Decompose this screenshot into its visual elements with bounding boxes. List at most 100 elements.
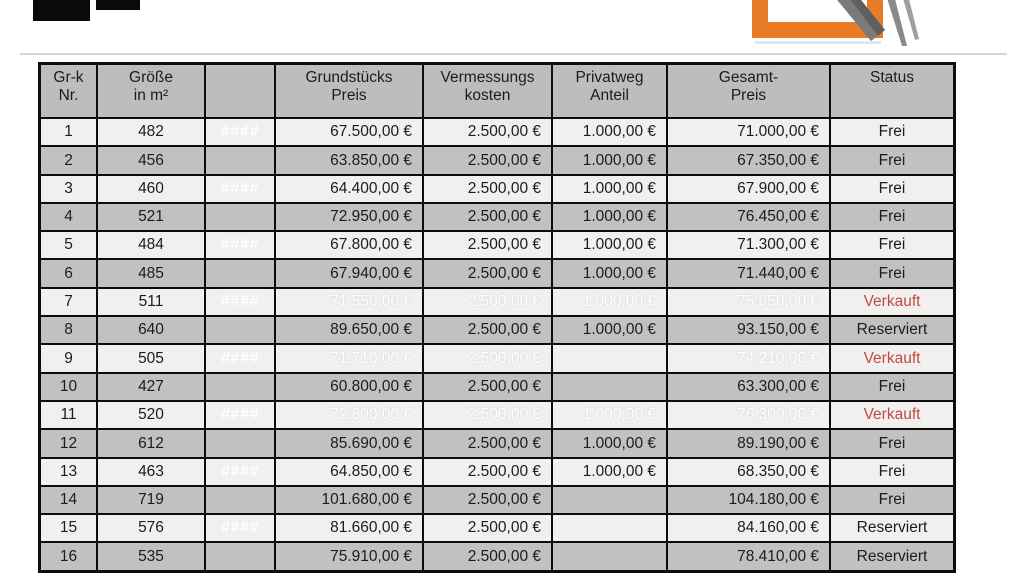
cell-plot-number: 9	[41, 345, 96, 372]
cell-hidden-overflow	[206, 486, 274, 514]
cell-surveying-cost: 2.500,00 €	[424, 515, 551, 542]
cell-total-price: 75.050,00 €	[668, 288, 829, 316]
cell-private-road-share	[553, 345, 666, 372]
cell-total-price: 93.150,00 €	[668, 317, 829, 344]
cell-size-m2: 482	[98, 119, 204, 146]
cell-surveying-cost: 2.500,00 €	[424, 203, 551, 231]
cell-hidden-overflow	[206, 147, 274, 174]
cell-hidden-overflow: ####	[206, 175, 274, 202]
header-privatweg-anteil: Privatweg Anteil	[553, 65, 666, 117]
cell-status: Frei	[831, 203, 953, 231]
cell-surveying-cost: 2.500,00 €	[424, 486, 551, 514]
cell-size-m2: 463	[98, 458, 204, 485]
cell-size-m2: 640	[98, 317, 204, 344]
cell-surveying-cost: 2.500,00 €	[424, 345, 551, 372]
table-row: 11 520 #### 72.800,00 € 2.500,00 € 1.000…	[41, 401, 953, 429]
table-row: 4 521 72.950,00 € 2.500,00 € 1.000,00 € …	[41, 203, 953, 231]
cell-plot-price: 89.650,00 €	[276, 317, 422, 344]
cell-plot-price: 64.850,00 €	[276, 458, 422, 485]
header-line: Anteil	[590, 86, 629, 104]
cell-private-road-share: 1.000,00 €	[553, 119, 666, 146]
table-row: 10 427 60.800,00 € 2.500,00 € 63.300,00 …	[41, 373, 953, 400]
table-row: 1 482 #### 67.500,00 € 2.500,00 € 1.000,…	[41, 119, 953, 146]
cell-hidden-overflow	[206, 203, 274, 231]
surveyor-logo-icon	[752, 0, 919, 46]
cell-status: Frei	[831, 147, 953, 174]
cell-surveying-cost: 2.500,00 €	[424, 119, 551, 146]
cell-private-road-share: 1.000,00 €	[553, 288, 666, 316]
cell-total-price: 71.440,00 €	[668, 260, 829, 287]
cell-hidden-overflow: ####	[206, 458, 274, 485]
cell-size-m2: 484	[98, 232, 204, 259]
cell-surveying-cost: 2.500,00 €	[424, 288, 551, 316]
cell-surveying-cost: 2.500,00 €	[424, 175, 551, 202]
table-row: 5 484 #### 67.800,00 € 2.500,00 € 1.000,…	[41, 232, 953, 259]
cell-status: Frei	[831, 458, 953, 485]
cell-plot-number: 15	[41, 515, 96, 542]
cell-status: Frei	[831, 430, 953, 457]
separator-line	[20, 53, 1007, 55]
cell-private-road-share	[553, 373, 666, 400]
cell-plot-price: 64.400,00 €	[276, 175, 422, 202]
cell-surveying-cost: 2.500,00 €	[424, 401, 551, 429]
header-grundstueckspreis: Grundstücks Preis	[276, 65, 422, 117]
cell-total-price: 89.190,00 €	[668, 430, 829, 457]
header-line: Gr-k	[53, 69, 84, 86]
cell-size-m2: 485	[98, 260, 204, 287]
cell-plot-price: 85.690,00 €	[276, 430, 422, 457]
cell-surveying-cost: 2.500,00 €	[424, 373, 551, 400]
table-row: 7 511 #### 71.550,00 € 2.500,00 € 1.000,…	[41, 288, 953, 316]
header-line: Vermessungs	[440, 69, 535, 86]
cell-hidden-overflow: ####	[206, 288, 274, 316]
cell-size-m2: 535	[98, 543, 204, 570]
cell-plot-price: 81.660,00 €	[276, 515, 422, 542]
cell-private-road-share: 1.000,00 €	[553, 430, 666, 457]
header-line: Nr.	[58, 86, 79, 104]
table-row: 16 535 75.910,00 € 2.500,00 € 78.410,00 …	[41, 543, 953, 570]
table-row: 13 463 #### 64.850,00 € 2.500,00 € 1.000…	[41, 458, 953, 485]
cell-hidden-overflow: ####	[206, 345, 274, 372]
cell-hidden-overflow: ####	[206, 401, 274, 429]
cell-hidden-overflow: ####	[206, 232, 274, 259]
cell-plot-number: 16	[41, 543, 96, 570]
cell-status: Verkauft	[831, 345, 953, 372]
cell-surveying-cost: 2.500,00 €	[424, 430, 551, 457]
cell-total-price: 78.410,00 €	[668, 543, 829, 570]
cell-plot-number: 14	[41, 486, 96, 514]
header-status: Status	[831, 65, 953, 117]
cell-surveying-cost: 2.500,00 €	[424, 317, 551, 344]
table-row: 12 612 85.690,00 € 2.500,00 € 1.000,00 €…	[41, 430, 953, 457]
cell-private-road-share	[553, 515, 666, 542]
cell-plot-number: 1	[41, 119, 96, 146]
cell-surveying-cost: 2.500,00 €	[424, 260, 551, 287]
cell-plot-number: 5	[41, 232, 96, 259]
cell-size-m2: 520	[98, 401, 204, 429]
header-line: Status	[870, 69, 914, 86]
table-row: 14 719 101.680,00 € 2.500,00 € 104.180,0…	[41, 486, 953, 514]
price-table: Gr-k Nr. Größe in m² Grundstücks Preis V…	[38, 62, 956, 573]
cell-plot-number: 6	[41, 260, 96, 287]
cell-plot-number: 13	[41, 458, 96, 485]
cell-size-m2: 460	[98, 175, 204, 202]
cell-total-price: 76.450,00 €	[668, 203, 829, 231]
cell-plot-price: 101.680,00 €	[276, 486, 422, 514]
cell-hidden-overflow	[206, 430, 274, 457]
cell-total-price: 71.300,00 €	[668, 232, 829, 259]
cell-plot-price: 67.800,00 €	[276, 232, 422, 259]
cell-private-road-share: 1.000,00 €	[553, 175, 666, 202]
cell-status: Reserviert	[831, 543, 953, 570]
cell-total-price: 68.350,00 €	[668, 458, 829, 485]
cell-size-m2: 505	[98, 345, 204, 372]
cell-private-road-share	[553, 543, 666, 570]
cell-plot-number: 4	[41, 203, 96, 231]
header-line: Grundstücks	[305, 69, 393, 86]
cell-plot-number: 3	[41, 175, 96, 202]
cell-size-m2: 511	[98, 288, 204, 316]
cell-surveying-cost: 2.500,00 €	[424, 543, 551, 570]
cell-status: Frei	[831, 232, 953, 259]
header-groesse: Größe in m²	[98, 65, 204, 117]
cell-status: Reserviert	[831, 515, 953, 542]
cell-surveying-cost: 2.500,00 €	[424, 458, 551, 485]
cell-private-road-share: 1.000,00 €	[553, 317, 666, 344]
